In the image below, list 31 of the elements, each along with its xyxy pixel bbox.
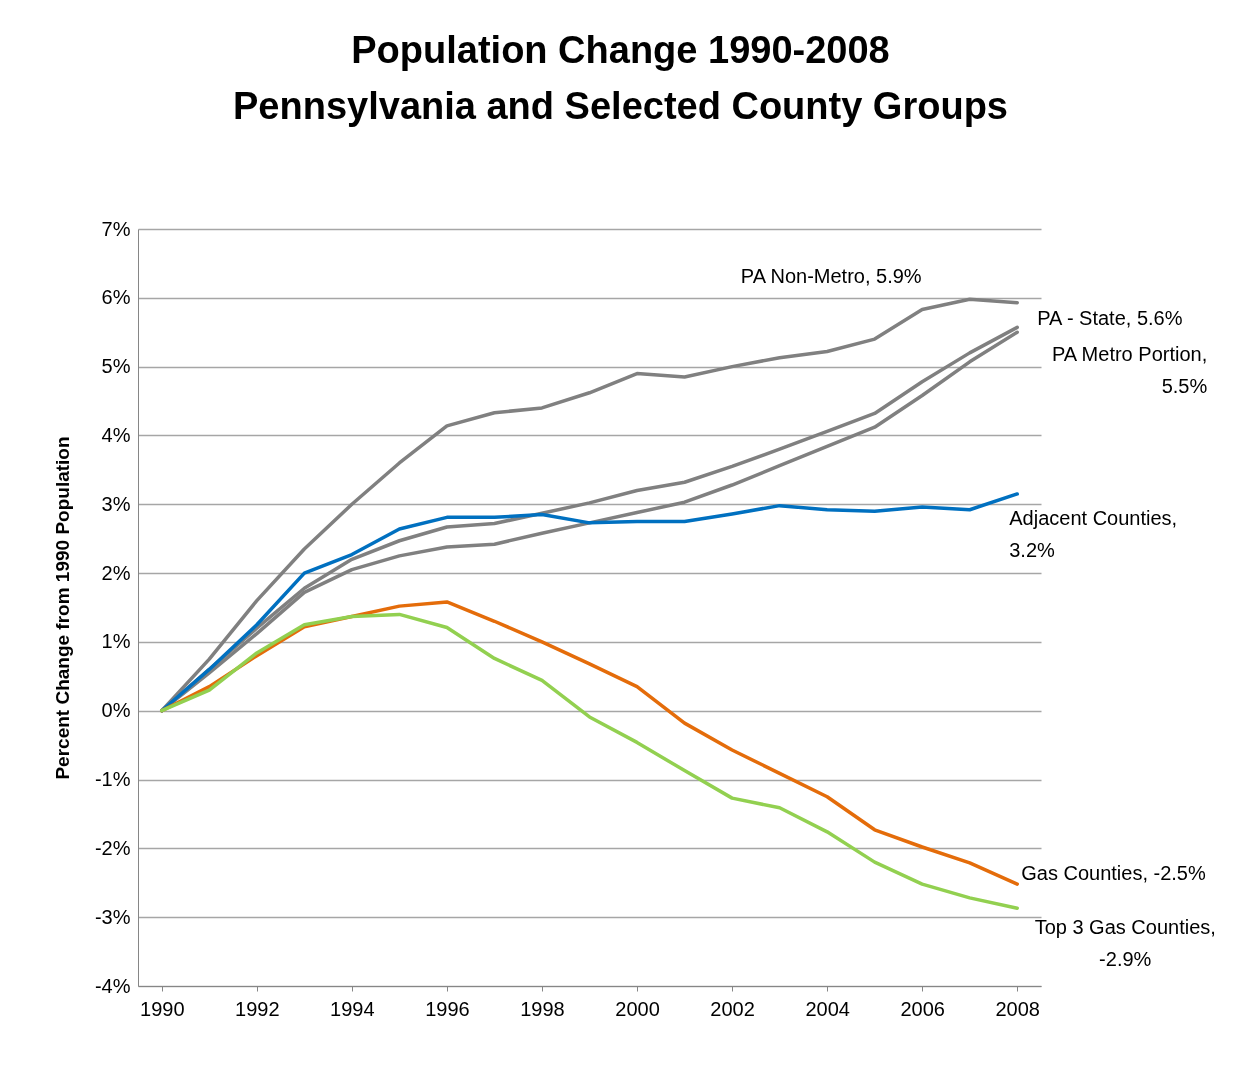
x-tick-label: 1996	[425, 997, 470, 1020]
annotation: Top 3 Gas Counties, -2.9%	[1034, 916, 1216, 971]
y-tick-label: -4%	[94, 974, 131, 997]
x-tick-label: 1990	[140, 997, 185, 1020]
y-tick-label: 2%	[101, 561, 131, 584]
chart-title: Population Change 1990-2008	[351, 29, 890, 71]
y-tick-label: 7%	[101, 217, 131, 240]
annotation: PA Non-Metro, 5.9%	[740, 264, 922, 287]
x-tick-label: 2004	[805, 997, 850, 1020]
x-tick-label: 2008	[995, 997, 1040, 1020]
annotation: PA - State, 5.6%	[1037, 307, 1183, 330]
y-tick-label: -1%	[94, 768, 131, 791]
y-tick-label: -3%	[94, 905, 131, 928]
x-tick-label: 1998	[520, 997, 565, 1020]
text: PA Metro Portion, 5.5%	[1051, 343, 1208, 398]
x-tick-label: 1994	[330, 997, 375, 1020]
x-tick-label: 2002	[710, 997, 755, 1020]
x-tick-label: 2000	[615, 997, 660, 1020]
x-tick-label: 2006	[900, 997, 945, 1020]
y-tick-label: 3%	[101, 492, 131, 515]
y-tick-label: 5%	[101, 355, 131, 378]
chart-subtitle: Pennsylvania and Selected County Groups	[233, 85, 1008, 127]
y-tick-label: 6%	[101, 286, 131, 309]
x-tick-label: 1992	[235, 997, 280, 1020]
y-tick-label: 1%	[101, 630, 131, 653]
y-axis-title: Percent Change from 1990 Population	[51, 436, 73, 780]
y-tick-label: -2%	[94, 836, 131, 859]
annotation: Gas Counties, -2.5%	[1021, 862, 1206, 885]
annotation: Adjacent Counties, 3.2%	[1009, 506, 1178, 561]
y-tick-label: 4%	[101, 423, 131, 446]
y-tick-label: 0%	[101, 699, 131, 722]
